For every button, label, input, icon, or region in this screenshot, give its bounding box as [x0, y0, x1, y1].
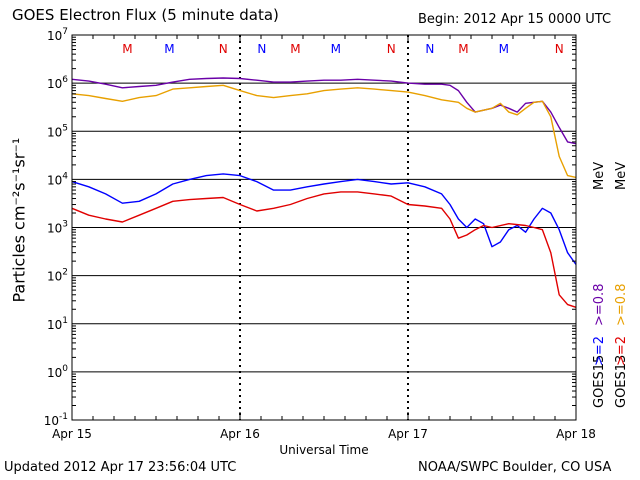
y-tick-label: 106	[47, 75, 68, 91]
series-line-purple	[71, 77, 577, 145]
y-tick-label: 100	[47, 364, 68, 380]
marker-label: M	[458, 42, 468, 56]
marker-label: M	[499, 42, 509, 56]
legend-label: >=0.8	[592, 284, 607, 326]
y-tick-label: 102	[47, 268, 68, 284]
series-line-orange	[71, 84, 577, 179]
x-tick-label: Apr 17	[388, 427, 428, 441]
legend-label: >=2	[592, 336, 607, 366]
chart-title: GOES Electron Flux (5 minute data)	[12, 6, 279, 24]
credit-label: NOAA/SWPC Boulder, CO USA	[418, 460, 612, 475]
x-tick-label: Apr 16	[220, 427, 260, 441]
series-line-blue	[71, 173, 577, 265]
marker-label: M	[290, 42, 300, 56]
y-tick-label: 10-1	[44, 412, 68, 428]
y-tick-label: 105	[47, 123, 68, 139]
grid-layer	[72, 35, 576, 420]
marker-label: N	[555, 42, 564, 56]
legend-label: GOES15	[592, 355, 607, 408]
updated-timestamp: Updated 2012 Apr 17 23:56:04 UTC	[4, 460, 237, 475]
marker-label: N	[257, 42, 266, 56]
marker-label: N	[219, 42, 228, 56]
series-layer	[71, 77, 577, 308]
marker-label: N	[387, 42, 396, 56]
legend-label: >=2	[614, 336, 629, 366]
x-axis-label: Universal Time	[279, 443, 368, 457]
x-tick-label: Apr 18	[556, 427, 596, 441]
marker-label: M	[331, 42, 341, 56]
plot-frame	[71, 34, 577, 421]
series-line-red	[71, 191, 577, 308]
y-tick-label: 104	[47, 171, 68, 187]
y-tick-label: 103	[47, 220, 68, 236]
legend-label: MeV	[614, 162, 629, 190]
x-tick-label: Apr 15	[52, 427, 92, 441]
legend-label: MeV	[592, 162, 607, 190]
y-tick-label: 101	[47, 316, 68, 332]
marker-label: N	[425, 42, 434, 56]
marker-label: M	[122, 42, 132, 56]
begin-time-label: Begin: 2012 Apr 15 0000 UTC	[418, 12, 612, 27]
marker-label: M	[164, 42, 174, 56]
legend-label: >=0.8	[614, 284, 629, 326]
y-tick-label: 107	[47, 27, 68, 43]
legend-label: GOES13	[614, 355, 629, 408]
